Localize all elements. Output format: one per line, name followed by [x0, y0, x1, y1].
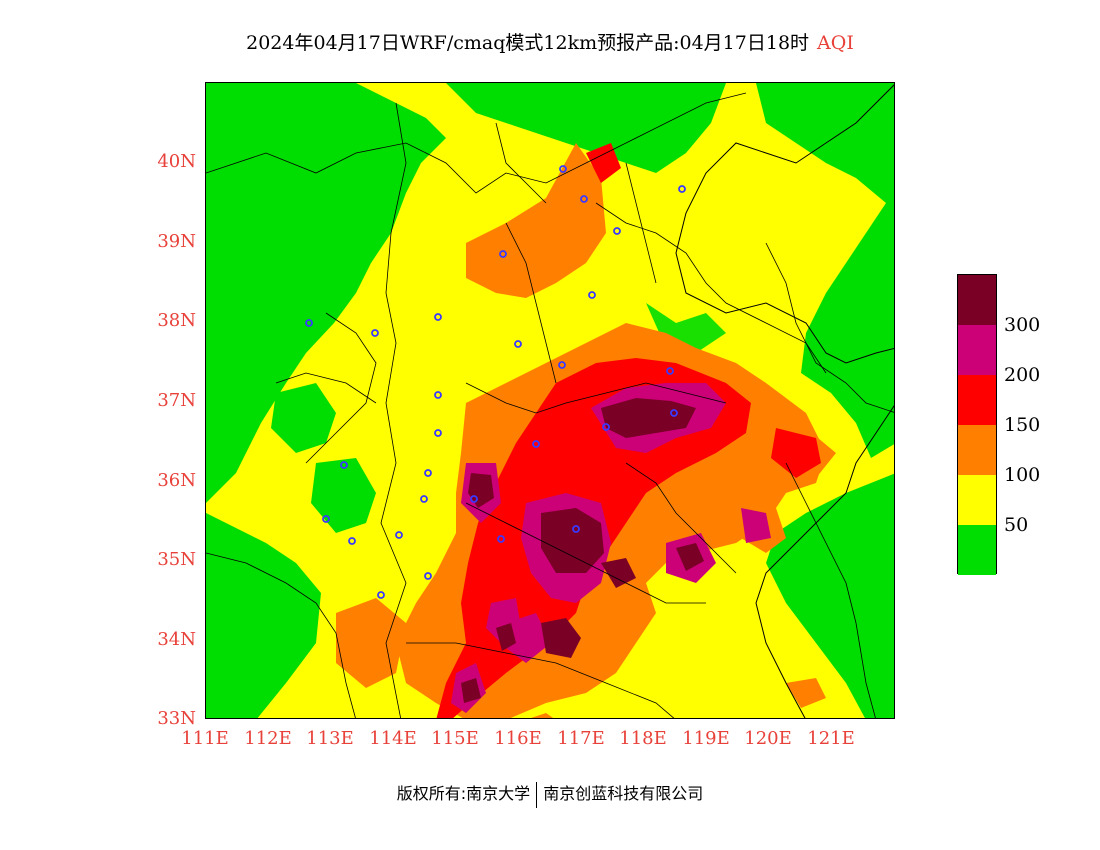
lat-label-33n: 33N: [157, 708, 196, 729]
lon-label-121e: 121E: [807, 728, 855, 749]
legend-label-50: 50: [1004, 514, 1029, 536]
lon-label-111e: 111E: [181, 728, 229, 749]
lat-label-36n: 36N: [157, 470, 196, 491]
lat-label-37n: 37N: [157, 390, 196, 411]
lon-label-119e: 119E: [682, 728, 730, 749]
lon-label-120e: 120E: [744, 728, 792, 749]
aqi-field-svg: [206, 83, 894, 718]
title-variable: AQI: [817, 32, 854, 54]
station-markers: [305, 165, 686, 599]
legend-label-100: 100: [1004, 464, 1041, 486]
copyright-left: 版权所有:南京大学: [396, 784, 531, 803]
boundaries: [206, 92, 894, 718]
lon-label-117e: 117E: [557, 728, 605, 749]
legend-swatch-moderate: [958, 475, 996, 525]
lon-label-114e: 114E: [369, 728, 417, 749]
good-regions: [206, 83, 894, 718]
legend-label-300: 300: [1004, 314, 1041, 336]
legend-swatch-good: [958, 525, 996, 575]
lon-label-116e: 116E: [494, 728, 542, 749]
lat-label-39n: 39N: [157, 231, 196, 252]
legend-swatch-very-unhealthy: [958, 325, 996, 375]
aqi-map: [205, 82, 895, 719]
legend-label-150: 150: [1004, 414, 1041, 436]
hazardous-regions: [461, 398, 704, 703]
lat-label-34n: 34N: [157, 629, 196, 650]
copyright-footer: 版权所有:南京大学 南京创蓝科技有限公司: [0, 780, 1100, 808]
coastline: [675, 84, 894, 718]
lon-label-112e: 112E: [244, 728, 292, 749]
lon-label-118e: 118E: [619, 728, 667, 749]
legend-swatch-unhealthy: [958, 375, 996, 425]
map-title: 2024年04月17日WRF/cmaq模式12km预报产品:04月17日18时 A…: [0, 28, 1100, 55]
copyright-right: 南京创蓝科技有限公司: [543, 784, 704, 803]
aqi-legend: [957, 274, 997, 575]
legend-label-200: 200: [1004, 364, 1041, 386]
legend-swatch-usg: [958, 425, 996, 475]
lon-label-113e: 113E: [306, 728, 354, 749]
lat-label-38n: 38N: [157, 310, 196, 331]
footer-separator: [536, 781, 538, 808]
lon-label-115e: 115E: [431, 728, 479, 749]
legend-swatch-hazardous: [958, 275, 996, 325]
lat-label-40n: 40N: [157, 151, 196, 172]
title-main: 2024年04月17日WRF/cmaq模式12km预报产品:04月17日18时: [246, 32, 810, 54]
lat-label-35n: 35N: [157, 549, 196, 570]
